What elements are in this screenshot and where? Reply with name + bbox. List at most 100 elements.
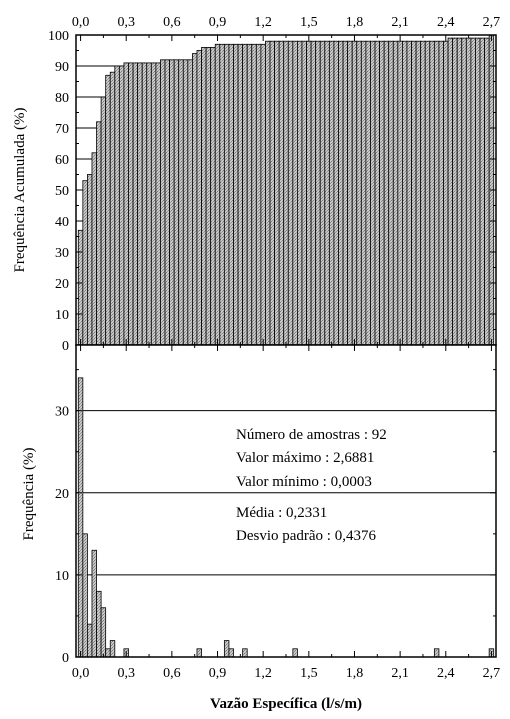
top-bar (374, 40, 380, 346)
top-bar (255, 43, 262, 346)
top-x-tick-label: 1,8 (346, 15, 364, 30)
top-y-ticks: 0 10 20 30 40 50 60 70 80 90 100 (48, 29, 496, 354)
top-bar (82, 180, 88, 346)
top-bar (475, 37, 481, 346)
top-bar (415, 40, 422, 346)
top-bar (237, 43, 244, 346)
top-bar (192, 53, 198, 346)
bottom-bar (433, 648, 440, 658)
top-bar (242, 43, 248, 346)
top-bar (178, 59, 184, 346)
top-bar (219, 43, 225, 346)
stat-mean: Média : 0,2331 (236, 505, 327, 521)
top-bar (424, 40, 431, 346)
bottom-bar (223, 640, 230, 658)
top-bar (388, 40, 394, 346)
top-bar (182, 59, 189, 346)
bottom-bar (77, 377, 84, 658)
top-bar (150, 62, 157, 346)
bottom-bar (87, 623, 93, 658)
top-y-tick-label: 40 (55, 215, 69, 230)
bottom-bar (105, 648, 111, 658)
top-bar (96, 121, 102, 346)
bottom-y-tick-label: 30 (55, 405, 69, 420)
top-bar (100, 96, 107, 346)
top-bar (132, 62, 139, 346)
top-bar (383, 40, 390, 346)
top-x-tick-label: 0,6 (163, 15, 181, 30)
top-bar (301, 40, 307, 346)
top-bar (214, 43, 221, 346)
bottom-y-tick-label: 20 (55, 487, 69, 502)
top-bar (187, 59, 193, 346)
top-bar (438, 40, 444, 346)
top-y-tick-label: 0 (62, 339, 69, 354)
top-bar (278, 40, 285, 346)
bottom-x-tick-label: 0,9 (209, 666, 227, 681)
bottom-bars (77, 377, 495, 658)
top-x-tick-label: 1,2 (254, 15, 272, 30)
top-bar (128, 62, 134, 346)
top-bar (155, 62, 161, 346)
bottom-gridlines (76, 410, 496, 576)
top-bar (114, 65, 120, 346)
top-y-tick-label: 60 (55, 153, 69, 168)
top-y-tick-label: 10 (55, 308, 69, 323)
top-bar (118, 65, 125, 346)
bottom-x-tick-label: 0,3 (117, 666, 135, 681)
top-bar (269, 40, 275, 346)
top-bar (342, 40, 349, 346)
bottom-bar (100, 607, 107, 658)
bottom-x-axis-label: Vazão Específica (l/s/m) (210, 696, 362, 712)
bottom-y-axis-label: Frequência (%) (21, 448, 37, 541)
top-bar (465, 37, 472, 346)
top-bar (452, 37, 458, 346)
stat-min-value: Valor mínimo : 0,0003 (236, 474, 372, 490)
top-bar (351, 40, 358, 346)
top-bar (406, 40, 412, 346)
top-x-ticks: 0,0 0,3 0,6 0,9 1,2 1,5 1,8 2,1 2,4 2,7 (72, 15, 500, 345)
top-bar (324, 40, 330, 346)
top-bar (251, 43, 257, 346)
bottom-x-tick-label: 1,5 (300, 666, 318, 681)
frequency-panel: 0,0 0,3 0,6 0,9 1,2 1,5 1,8 2,1 2,4 2,7 0 10 20 30 F… (21, 344, 500, 712)
top-bar (77, 229, 84, 346)
top-bar (283, 40, 289, 346)
top-bar (333, 40, 339, 346)
bottom-bar (196, 648, 202, 658)
top-bar (420, 40, 426, 346)
bottom-bar (109, 640, 116, 658)
top-x-tick-label: 0,9 (209, 15, 227, 30)
top-bar (169, 59, 175, 346)
top-x-tick-label: 0,3 (117, 15, 135, 30)
top-y-tick-label: 90 (55, 60, 69, 75)
bottom-x-ticks: 0,0 0,3 0,6 0,9 1,2 1,5 1,8 2,1 2,4 2,7 (72, 345, 500, 681)
top-bar (392, 40, 399, 346)
top-bars (77, 34, 495, 346)
bottom-x-tick-label: 2,1 (391, 666, 409, 681)
bottom-x-tick-label: 1,8 (346, 666, 364, 681)
top-bar (365, 40, 371, 346)
bottom-bar (91, 549, 97, 658)
top-bar (246, 43, 253, 346)
cumulative-frequency-panel: 0,0 0,3 0,6 0,9 1,2 1,5 1,8 2,1 2,4 2,7 0 10 20 30 40… (12, 15, 500, 354)
top-bar (484, 37, 490, 346)
bottom-y-tick-label: 0 (62, 651, 69, 666)
top-bar (370, 40, 376, 346)
top-bar (160, 59, 166, 346)
top-y-tick-label: 100 (48, 29, 69, 44)
top-bar (297, 40, 303, 346)
top-bar (429, 40, 435, 346)
top-bar (379, 40, 385, 346)
top-bar (260, 43, 266, 346)
bottom-bar (228, 648, 234, 658)
top-bar (287, 40, 294, 346)
top-bar (87, 174, 93, 346)
top-x-tick-label: 2,7 (483, 15, 501, 30)
stat-std-dev: Desvio padrão : 0,4376 (236, 528, 376, 544)
bottom-bar (96, 590, 102, 658)
top-bar (91, 152, 97, 346)
bottom-x-tick-label: 2,7 (483, 666, 501, 681)
top-x-tick-label: 2,1 (391, 15, 409, 30)
